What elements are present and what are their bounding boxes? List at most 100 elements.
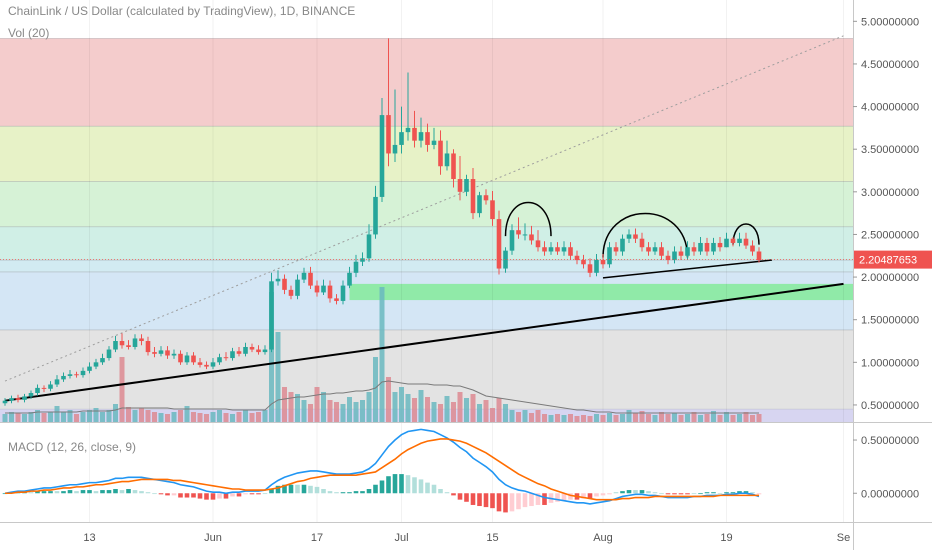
macd-histogram-bar <box>412 477 417 494</box>
candle-body <box>483 195 489 201</box>
candle-body <box>451 153 456 180</box>
candle-body <box>217 357 222 363</box>
volume-bar <box>178 410 183 422</box>
candle-body <box>301 272 307 280</box>
macd-histogram-bar <box>652 492 658 494</box>
candle-body <box>197 362 203 365</box>
candle-body <box>561 247 567 252</box>
macd-histogram-bar <box>132 490 138 494</box>
volume-bar <box>132 410 138 422</box>
volume-bar <box>87 410 92 422</box>
volume-bar <box>672 413 677 422</box>
macd-histogram-bar <box>67 490 73 494</box>
support-zone <box>349 283 853 301</box>
volume-bar <box>737 414 742 422</box>
volume-bar <box>620 414 625 422</box>
macd-histogram-bar <box>41 491 47 494</box>
candle-body <box>490 200 495 220</box>
macd-histogram-bar <box>386 476 391 494</box>
volume-bar <box>80 412 86 422</box>
macd-histogram-bar <box>275 485 281 494</box>
volume-bar <box>542 414 547 422</box>
candle-body <box>607 247 612 265</box>
candle-body <box>243 346 248 354</box>
volume-bar <box>691 412 697 422</box>
volume-bar <box>379 287 385 422</box>
volume-bar <box>548 415 554 422</box>
volume-bar <box>529 413 534 422</box>
macd-histogram-bar <box>113 489 118 494</box>
macd-histogram-bar <box>665 493 671 495</box>
time-tick-label: 19 <box>720 532 732 544</box>
macd-histogram-bar <box>80 490 86 494</box>
time-tick-label: 17 <box>311 532 323 544</box>
volume-bar <box>327 400 333 422</box>
volume-bar <box>522 410 528 422</box>
candle-body <box>334 298 339 301</box>
volume-bar <box>587 416 593 422</box>
volume-bar <box>230 414 235 422</box>
fib-band <box>0 260 853 272</box>
candle-body <box>743 238 749 246</box>
candle-body <box>503 250 508 269</box>
macd-histogram-bar <box>204 493 209 500</box>
candle-body <box>74 374 79 376</box>
candle-body <box>711 242 716 252</box>
candle-body <box>633 234 638 239</box>
volume-bar <box>262 410 268 422</box>
candle-body <box>646 247 651 252</box>
macd-histogram-bar <box>282 484 287 494</box>
time-tick-label: 13 <box>83 532 95 544</box>
candle-body <box>613 247 619 252</box>
volume-bar <box>665 414 671 422</box>
volume-bar <box>717 415 723 422</box>
volume-bar <box>438 404 443 422</box>
candle-body <box>67 374 73 376</box>
volume-bars <box>2 287 762 422</box>
macd-histogram-bar <box>93 491 99 494</box>
volume-bar <box>431 402 437 422</box>
volume-bar <box>28 412 34 422</box>
macd-histogram-bar <box>399 474 404 494</box>
candle-body <box>204 364 209 367</box>
macd-histogram-bar <box>236 493 242 497</box>
volume-bar <box>126 407 131 422</box>
price-tick-label: 4.00000000 <box>861 102 919 114</box>
macd-histogram-bar <box>626 490 632 494</box>
macd-histogram-bar <box>269 489 274 494</box>
candle-body <box>548 247 554 252</box>
volume-bar <box>314 387 320 422</box>
macd-histogram-bar <box>698 493 703 495</box>
macd-histogram-bar <box>678 493 684 495</box>
candle-body <box>678 251 684 256</box>
candle-body <box>535 240 541 248</box>
volume-bar <box>301 400 307 422</box>
volume-bar <box>490 408 495 422</box>
candle-body <box>80 370 86 376</box>
volume-bar <box>496 398 502 422</box>
fib-diagonal-line <box>4 35 844 382</box>
volume-bar <box>626 410 632 422</box>
volume-bar <box>2 414 8 422</box>
fib-band <box>0 329 853 410</box>
volume-bar <box>113 404 118 422</box>
volume-bar <box>535 410 541 422</box>
candle-body <box>158 350 164 354</box>
candle-body <box>22 396 27 400</box>
macd-histogram-bar <box>184 493 190 498</box>
macd-histogram-bar <box>165 493 170 496</box>
macd-histogram-bar <box>334 492 339 494</box>
macd-histogram-bar <box>451 493 456 496</box>
candle-body <box>35 387 40 394</box>
volume-bar <box>685 414 690 422</box>
volume-ma-line <box>5 380 759 414</box>
volume-bar <box>646 414 651 422</box>
candle-body <box>15 398 21 400</box>
macd-histogram-bar <box>561 493 567 501</box>
price-tick-label: 3.50000000 <box>861 144 919 156</box>
head-shoulders-arc <box>504 201 552 237</box>
candle-body <box>48 384 53 389</box>
volume-bar <box>93 408 99 422</box>
volume-bar <box>392 392 398 422</box>
macd-histogram-bar <box>288 484 294 494</box>
